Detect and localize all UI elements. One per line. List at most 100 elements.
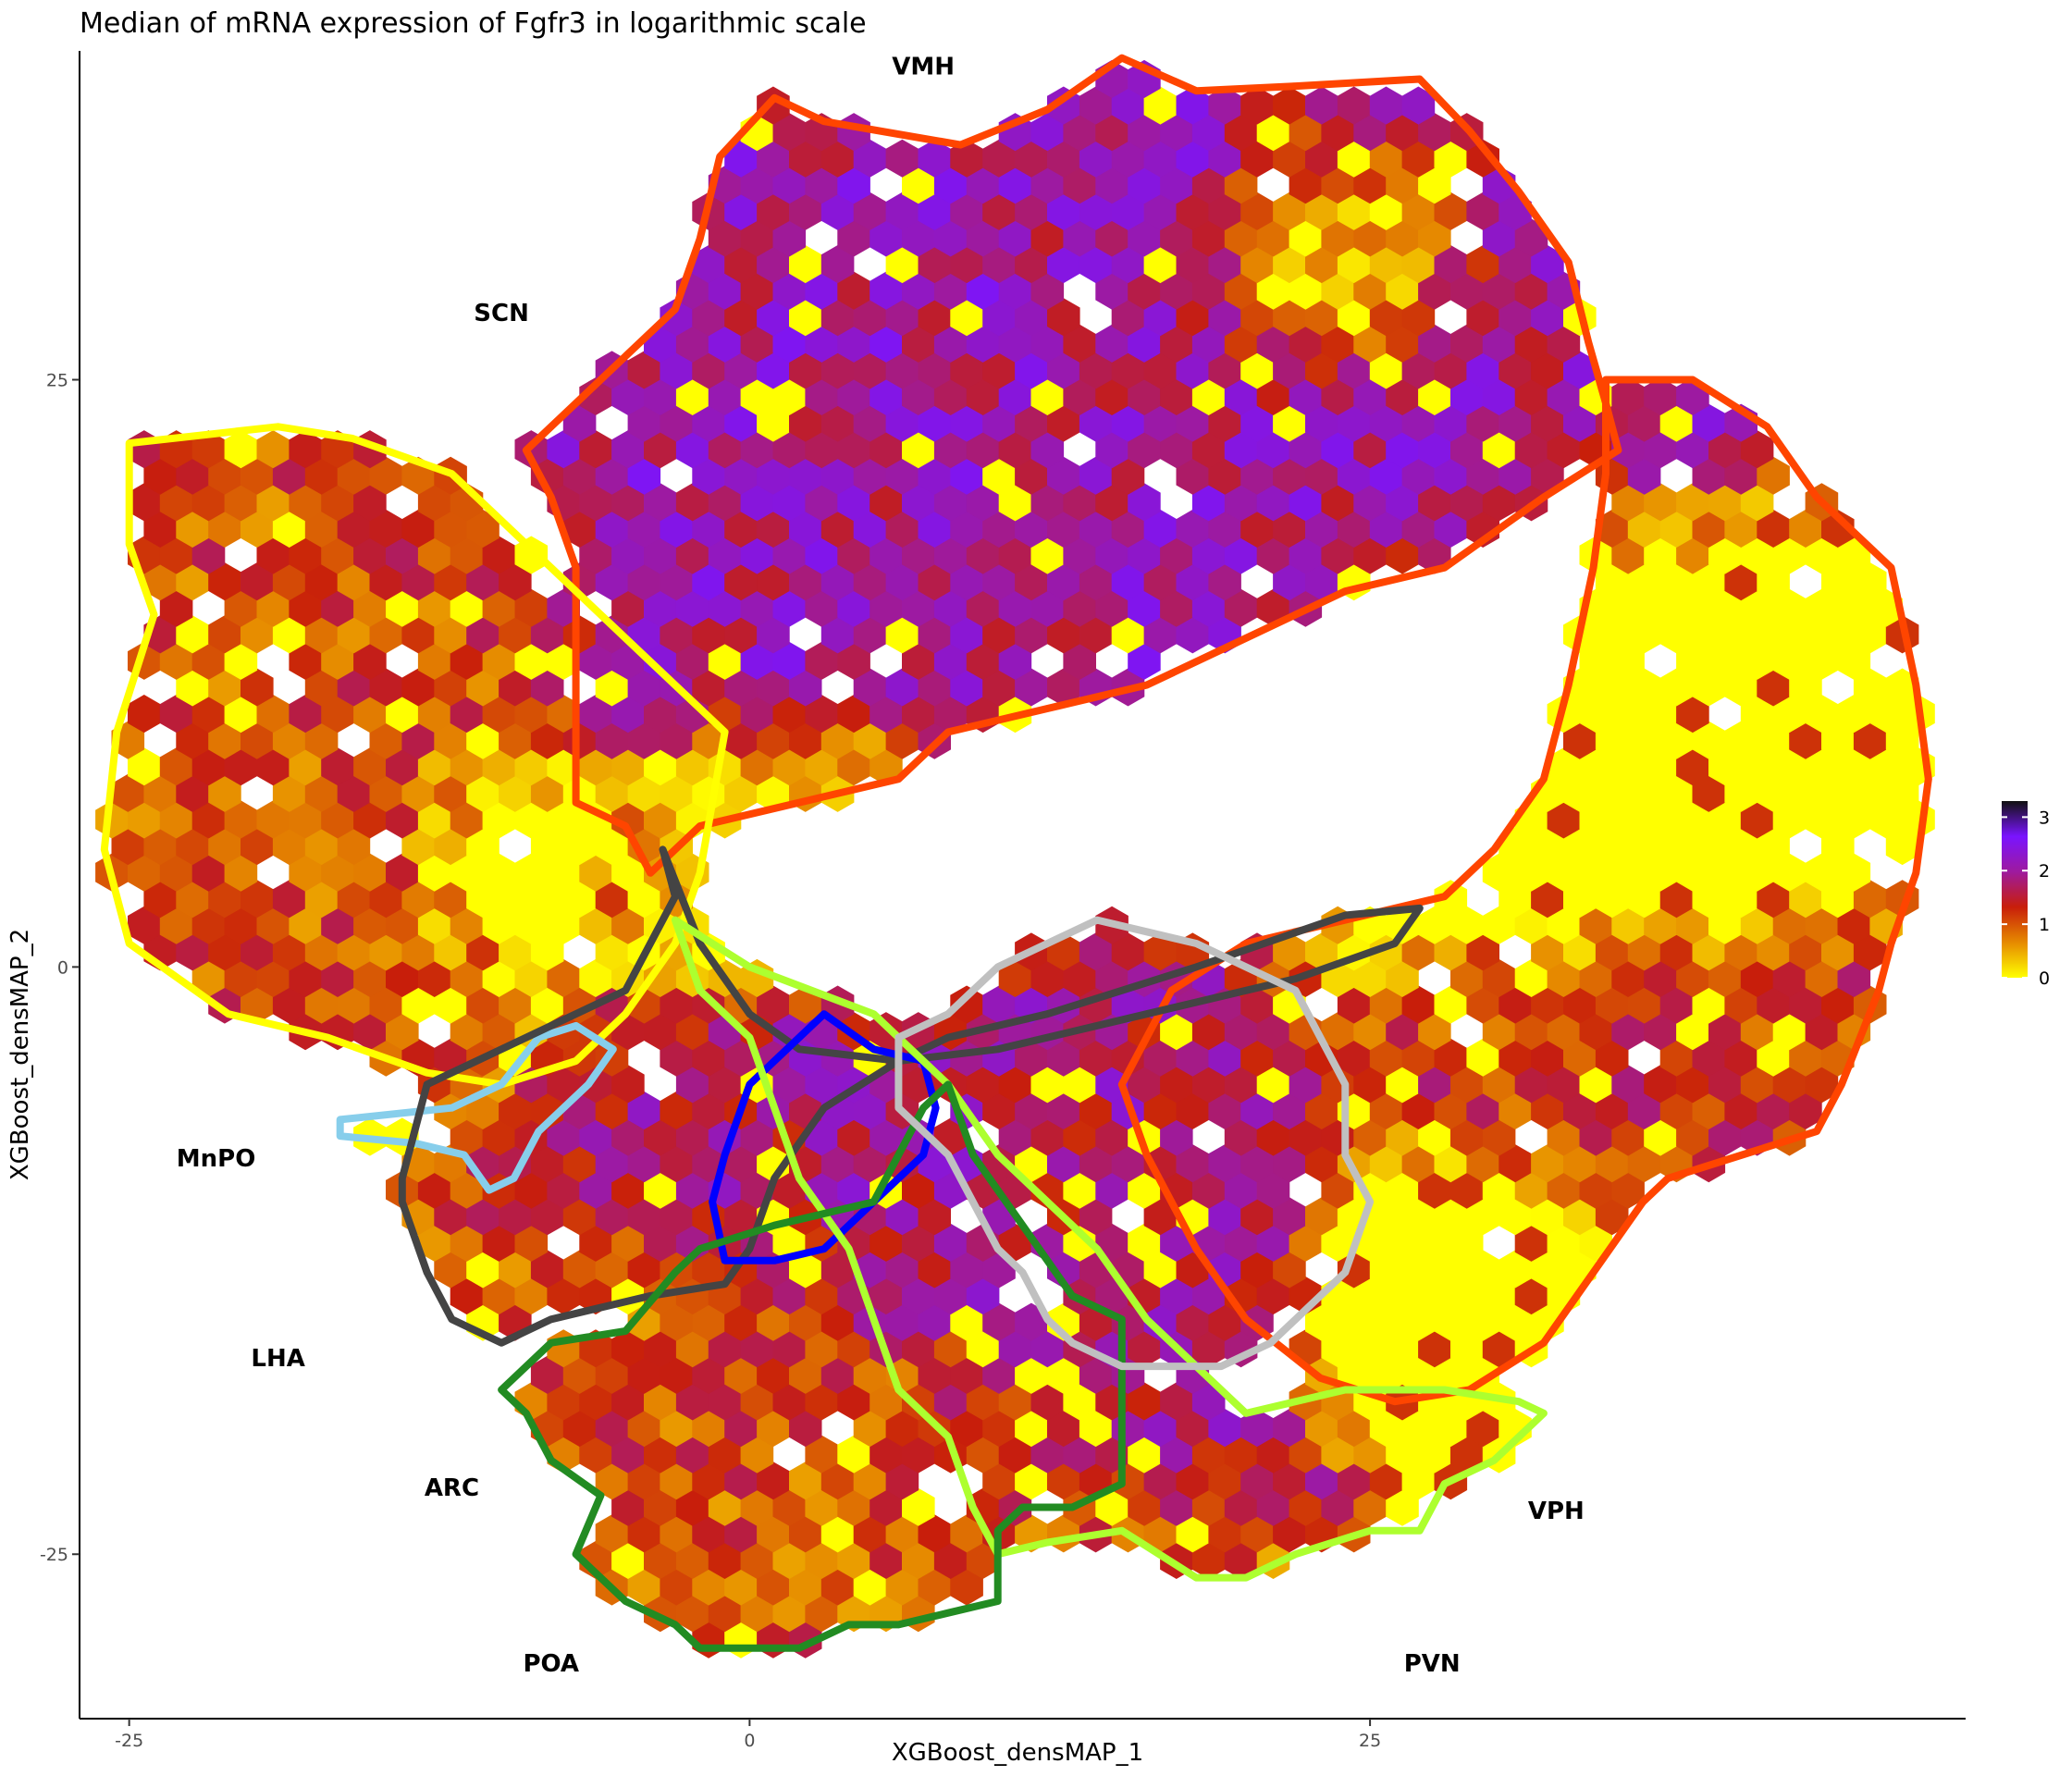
hex-bin (1386, 1223, 1419, 1262)
hex-bin (853, 139, 887, 178)
hex-bin (1837, 906, 1871, 944)
hex-bin (547, 1382, 580, 1421)
hex-bin (772, 536, 807, 574)
hex-bin (1676, 906, 1709, 944)
hex-bin (1450, 483, 1484, 522)
hex-bin (918, 1197, 951, 1236)
hex-bin (1160, 1012, 1193, 1051)
hex-bin (1740, 588, 1774, 627)
hex-bin (224, 958, 258, 997)
hex-bin (1111, 615, 1145, 654)
hex-bin (998, 1382, 1032, 1421)
hex-bin (1821, 985, 1855, 1024)
hex-bin (1659, 985, 1694, 1024)
hex-bin (805, 1487, 838, 1526)
hex-bin (660, 1567, 693, 1606)
hex-bin (1273, 1462, 1306, 1500)
hex-bin (950, 351, 983, 389)
hex-bin (1482, 1012, 1516, 1051)
hex-bin (562, 509, 597, 548)
hex-bin (627, 1250, 661, 1289)
hex-bin (627, 880, 661, 919)
hex-bin (1015, 509, 1048, 548)
hex-bin (272, 615, 306, 654)
hex-bin (1143, 615, 1178, 654)
hex-bin (966, 218, 1000, 257)
hex-bin (321, 483, 354, 522)
hex-bin (660, 1091, 693, 1129)
hex-bin (902, 1487, 935, 1526)
hex-bin (708, 271, 742, 310)
hex-bin (579, 1223, 612, 1262)
hex-bin (1498, 403, 1532, 442)
hex-bin (1692, 615, 1726, 654)
hex-bin (998, 588, 1032, 627)
hex-bin (660, 773, 693, 812)
hex-bin (191, 747, 226, 786)
hex-bin (1240, 245, 1274, 284)
hex-bin (1095, 536, 1128, 574)
hex-bin (757, 985, 790, 1024)
hex-bin (870, 747, 903, 786)
hex-bin (176, 721, 209, 759)
hex-bin (1095, 1487, 1128, 1526)
hex-bin (1805, 695, 1839, 734)
hex-bin (1143, 1091, 1178, 1129)
hex-bin (853, 1409, 887, 1448)
hex-bin (1095, 166, 1128, 204)
hex-bin (1273, 1144, 1306, 1183)
hex-bin (1353, 1012, 1387, 1051)
hex-bin (289, 588, 322, 627)
hex-bin (353, 641, 387, 680)
y-tick-label: 25 (46, 371, 68, 391)
hex-bin (627, 562, 661, 601)
hex-bin (885, 1567, 919, 1606)
hex-bin (256, 747, 290, 786)
hex-bin (1305, 139, 1338, 178)
hex-bin (369, 615, 403, 654)
hex-bin (191, 641, 226, 680)
hex-bin (966, 1540, 1000, 1579)
hex-bin (208, 615, 241, 654)
hex-bin (417, 747, 451, 786)
hex-bin (530, 827, 564, 866)
hex-bin (1563, 773, 1597, 812)
hex-bin (1386, 430, 1419, 469)
hex-bin (1191, 1540, 1226, 1579)
hex-bin (369, 985, 403, 1024)
hex-bin (1224, 1170, 1258, 1209)
region-outline-pvn (671, 916, 1548, 1582)
hex-bin (1305, 562, 1338, 601)
hex-bin (1853, 773, 1887, 812)
hex-bin (530, 773, 564, 812)
hex-bin (369, 509, 403, 548)
hex-bin (1191, 1435, 1226, 1474)
hex-bin (143, 456, 177, 495)
hex-bin (1337, 1250, 1371, 1289)
hex-bin (1611, 1170, 1645, 1209)
hex-bin (1353, 113, 1387, 152)
hex-bin (933, 536, 968, 574)
hex-bin (870, 1435, 903, 1474)
hex-bin (757, 615, 790, 654)
hex-bin (1418, 218, 1451, 257)
hex-bin (708, 1487, 742, 1526)
hex-bin (514, 906, 549, 944)
hex-bin (724, 1462, 758, 1500)
hex-bin (933, 166, 968, 204)
hex-bin (1434, 932, 1468, 971)
hex-bin (853, 1144, 887, 1183)
hex-bin (562, 880, 597, 919)
hex-bin (256, 483, 290, 522)
hex-bin (675, 1117, 709, 1156)
x-tick-label: 0 (744, 1731, 755, 1751)
hex-bin (902, 536, 935, 574)
hex-bin (1757, 562, 1790, 601)
hex-bin (789, 1250, 822, 1289)
hex-bin (1369, 1462, 1403, 1500)
hex-bin (982, 139, 1016, 178)
hex-bin (805, 747, 838, 786)
hex-bin (1273, 1514, 1306, 1553)
hex-bin (1176, 562, 1210, 601)
